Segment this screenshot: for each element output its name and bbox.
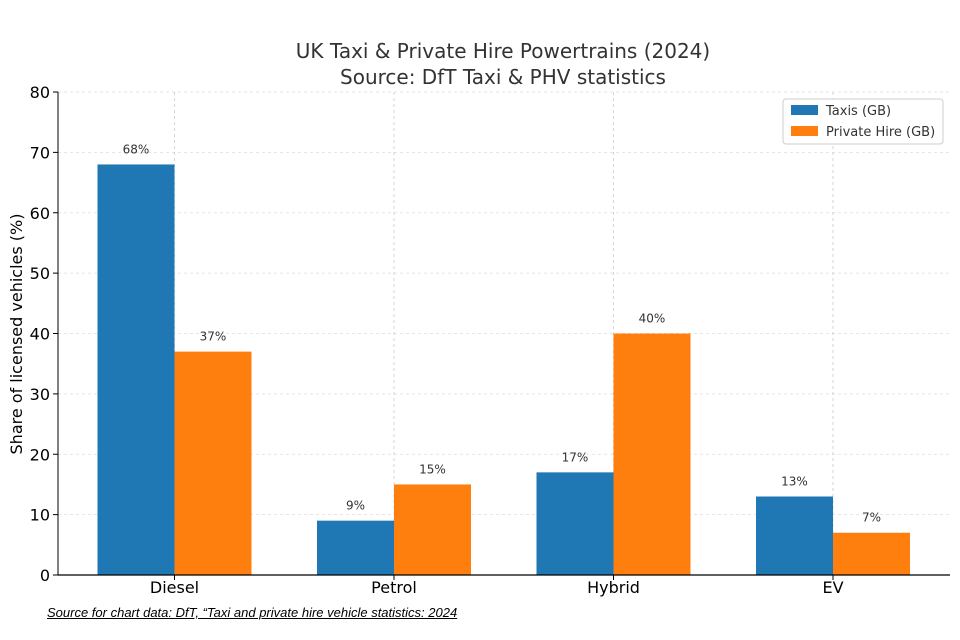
bar-taxis-ev bbox=[756, 496, 833, 575]
legend-swatch bbox=[791, 126, 818, 136]
data-label: 17% bbox=[562, 450, 589, 464]
source-note: Source for chart data: DfT, “Taxi and pr… bbox=[47, 605, 458, 620]
data-label: 15% bbox=[419, 462, 446, 476]
chart-title: UK Taxi & Private Hire Powertrains (2024… bbox=[296, 39, 710, 63]
y-tick-label: 0 bbox=[40, 566, 50, 585]
bar-taxis-petrol bbox=[317, 520, 394, 575]
data-label: 40% bbox=[639, 312, 666, 326]
data-label: 9% bbox=[346, 499, 365, 513]
x-tick-label: EV bbox=[822, 578, 843, 597]
legend-label: Private Hire (GB) bbox=[826, 125, 935, 140]
bar-taxis-hybrid bbox=[536, 472, 614, 575]
bar-private-hire-petrol bbox=[394, 484, 471, 575]
x-tick-label: Diesel bbox=[150, 578, 199, 597]
data-label: 68% bbox=[123, 142, 150, 156]
y-tick-label: 10 bbox=[30, 506, 50, 525]
data-label: 7% bbox=[862, 511, 881, 525]
legend: Taxis (GB) Private Hire (GB) bbox=[782, 98, 944, 145]
legend-swatch bbox=[791, 105, 818, 115]
bar-private-hire-hybrid bbox=[613, 333, 691, 575]
x-tick-label: Petrol bbox=[371, 578, 417, 597]
y-tick-label: 80 bbox=[30, 83, 50, 102]
y-axis-label: Share of licensed vehicles (%) bbox=[7, 214, 26, 455]
bar-taxis-diesel bbox=[97, 164, 175, 575]
tick-labels-group: 0 10 20 30 40 50 60 70 80 Diesel Petrol Hybrid EV bbox=[30, 83, 844, 597]
bar-private-hire-diesel bbox=[174, 351, 252, 575]
data-label: 37% bbox=[200, 330, 227, 344]
y-tick-label: 20 bbox=[30, 445, 50, 464]
y-tick-label: 60 bbox=[30, 204, 50, 223]
data-label: 13% bbox=[781, 475, 808, 489]
legend-frame bbox=[782, 98, 944, 145]
legend-label: Taxis (GB) bbox=[825, 104, 891, 119]
chart-subtitle: Source: DfT Taxi & PHV statistics bbox=[340, 65, 666, 89]
y-tick-label: 50 bbox=[30, 264, 50, 283]
x-tick-label: Hybrid bbox=[587, 578, 640, 597]
y-tick-label: 70 bbox=[30, 143, 50, 162]
y-tick-label: 30 bbox=[30, 385, 50, 404]
bar-private-hire-ev bbox=[833, 532, 910, 575]
axes bbox=[53, 91, 950, 580]
data-labels-group: 68% 9% 17% 13% 37% 15% 40% 7% bbox=[123, 142, 881, 524]
bars-group bbox=[97, 164, 910, 575]
y-tick-label: 40 bbox=[30, 325, 50, 344]
